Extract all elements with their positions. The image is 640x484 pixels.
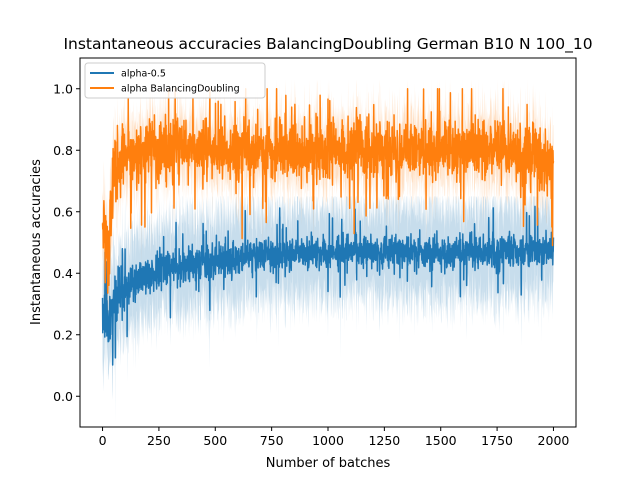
x-tick-label: 1250 — [368, 433, 400, 448]
series-line-alpha-0.5 — [101, 205, 555, 366]
y-axis-label: Instantaneous accuracies — [29, 159, 44, 325]
series-layer — [101, 79, 555, 423]
x-tick-label: 2000 — [538, 433, 570, 448]
y-tick-label: 0.6 — [53, 204, 73, 219]
series-line-alpha-balancingdoubling — [101, 88, 555, 294]
y-tick-label: 0.0 — [53, 389, 73, 404]
legend-box — [84, 62, 266, 99]
legend: alpha-0.5 alpha BalancingDoubling — [84, 62, 266, 99]
x-tick-label: 250 — [147, 433, 171, 448]
legend-label-alpha-balancingdoubling: alpha BalancingDoubling — [121, 84, 240, 95]
x-axis-ticks: 0 250 500 750 1000 1250 1500 1750 2000 — [99, 427, 570, 448]
x-axis-label: Number of batches — [266, 456, 391, 471]
y-tick-label: 1.0 — [53, 81, 73, 96]
x-tick-label: 1750 — [481, 433, 513, 448]
y-tick-label: 0.4 — [53, 266, 73, 281]
x-tick-label: 500 — [203, 433, 227, 448]
chart-title: Instantaneous accuracies BalancingDoubli… — [63, 35, 592, 54]
x-tick-label: 0 — [99, 433, 107, 448]
y-axis-ticks: 0.0 0.2 0.4 0.6 0.8 1.0 — [53, 81, 80, 404]
y-tick-label: 0.2 — [53, 327, 73, 342]
x-tick-label: 750 — [260, 433, 284, 448]
y-tick-label: 0.8 — [53, 143, 73, 158]
legend-label-alpha-0.5: alpha-0.5 — [121, 69, 166, 80]
x-tick-label: 1500 — [425, 433, 457, 448]
x-tick-label: 1000 — [312, 433, 344, 448]
